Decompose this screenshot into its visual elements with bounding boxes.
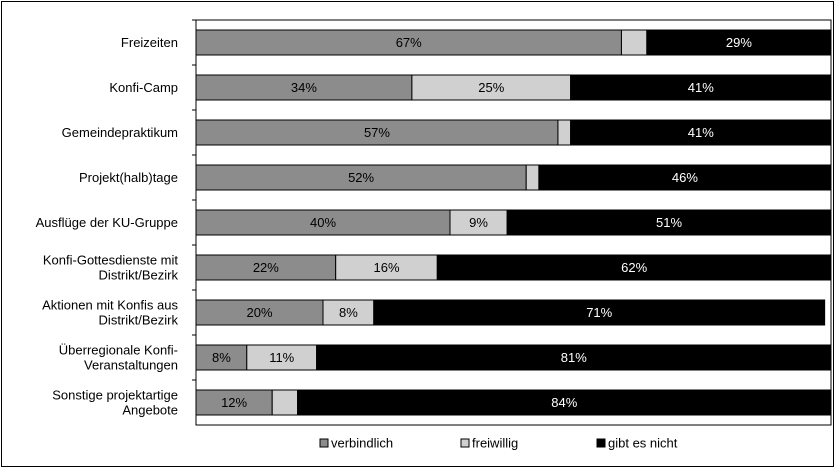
- data-label: 22%: [253, 260, 279, 275]
- data-label: 57%: [364, 125, 390, 140]
- category-label: Projekt(halb)tage: [79, 170, 178, 185]
- category-label: Freizeiten: [121, 35, 178, 50]
- data-label: 40%: [310, 215, 336, 230]
- bar-segment-verbindlich: [195, 254, 337, 281]
- legend-swatch: [460, 438, 470, 448]
- bar-segment-gibt-es-nicht: [538, 164, 832, 191]
- bar-segment-gibt-es-nicht: [316, 344, 832, 371]
- legend-label: verbindlich: [331, 436, 393, 451]
- bar-segment-gibt-es-nicht: [570, 74, 832, 101]
- data-label: 34%: [291, 80, 317, 95]
- category-label: Aktionen mit Konfis aus Distrikt/Bezirk: [42, 298, 178, 328]
- data-label: 71%: [586, 305, 612, 320]
- bar-segment-gibt-es-nicht: [436, 254, 832, 281]
- bar-segment-freiwillig: [335, 254, 438, 281]
- legend-swatch: [319, 438, 329, 448]
- bar-segment-verbindlich: [195, 209, 451, 236]
- data-label: 41%: [688, 125, 714, 140]
- data-label: 52%: [348, 170, 374, 185]
- data-label: 25%: [478, 80, 504, 95]
- legend-label: freiwillig: [472, 436, 518, 451]
- data-label: 9%: [469, 215, 488, 230]
- bar-segment-freiwillig: [525, 164, 540, 191]
- data-label: 46%: [672, 170, 698, 185]
- data-label: 81%: [561, 350, 587, 365]
- bar-segment-verbindlich: [195, 74, 413, 101]
- bar-segment-gibt-es-nicht: [570, 119, 832, 146]
- legend-swatch: [596, 438, 606, 448]
- data-label: 62%: [621, 260, 647, 275]
- category-label: Sonstige projektartige Angebote: [52, 388, 178, 418]
- data-label: 20%: [246, 305, 272, 320]
- category-label: Überregionale Konfi-Veranstaltungen: [59, 343, 178, 373]
- category-label: Konfi-Gottesdienste mit Distrikt/Bezirk: [43, 253, 179, 283]
- data-label: 16%: [373, 260, 399, 275]
- bar-segment-verbindlich: [195, 389, 273, 416]
- data-label: 41%: [688, 80, 714, 95]
- data-label: 29%: [726, 35, 752, 50]
- category-label: Konfi-Camp: [109, 80, 178, 95]
- bar-segment-freiwillig: [271, 389, 299, 416]
- category-label: Gemeindepraktikum: [62, 125, 178, 140]
- bar-segment-gibt-es-nicht: [373, 299, 826, 326]
- data-label: 11%: [269, 350, 294, 365]
- bar-segment-freiwillig: [411, 74, 572, 101]
- bar-segment-freiwillig: [620, 29, 648, 56]
- data-label: 8%: [339, 305, 358, 320]
- bar-segment-verbindlich: [195, 299, 324, 326]
- data-label: 51%: [656, 215, 682, 230]
- data-label: 8%: [212, 350, 231, 365]
- bar-segment-gibt-es-nicht: [297, 389, 832, 416]
- bar-segment-freiwillig: [246, 344, 318, 371]
- bar-segment-freiwillig: [557, 119, 572, 146]
- legend-label: gibt es nicht: [608, 436, 678, 451]
- bar-segment-verbindlich: [195, 344, 248, 371]
- category-label: Ausflüge der KU-Gruppe: [36, 215, 178, 230]
- bar-segment-gibt-es-nicht: [506, 209, 832, 236]
- bar-segment-verbindlich: [195, 119, 559, 146]
- data-label: 84%: [551, 395, 577, 410]
- bar-segment-gibt-es-nicht: [646, 29, 832, 56]
- data-label: 67%: [396, 35, 422, 50]
- bar-segment-freiwillig: [322, 299, 375, 326]
- data-label: 12%: [221, 395, 247, 410]
- bar-segment-verbindlich: [195, 164, 527, 191]
